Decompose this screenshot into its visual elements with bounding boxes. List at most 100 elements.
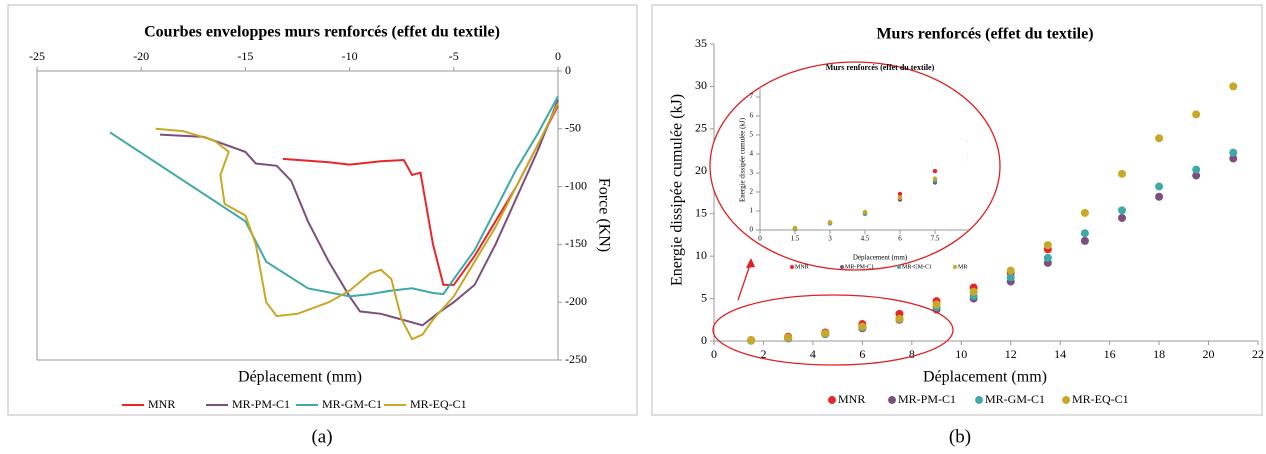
legend-swatch [953, 265, 957, 269]
x-tick-label: 18 [1153, 347, 1165, 361]
y-tick-label: 20 [695, 163, 707, 177]
series-line [109, 95, 559, 298]
y-tick-label: 0 [750, 226, 754, 234]
highlight-ellipse [712, 294, 954, 366]
series-line [155, 102, 559, 341]
x-tick-label: 14 [1054, 347, 1066, 361]
legend-label: MR-EQ-C1 [410, 397, 467, 411]
data-point [932, 168, 938, 174]
x-tick-label: -5 [449, 49, 459, 63]
x-tick-label: 6 [898, 235, 902, 243]
legend-label: MR-EQ-C1 [958, 264, 986, 270]
x-axis-label: Déplacement (mm) [853, 254, 908, 262]
x-tick-label: 2 [760, 347, 766, 361]
data-point [1155, 134, 1164, 143]
legend-label: MR-GM-C1 [322, 397, 382, 411]
legend-label: MR-PM-C1 [232, 397, 290, 411]
legend-swatch [897, 265, 901, 269]
data-point [895, 314, 904, 323]
data-point [932, 300, 941, 309]
x-tick-label: 8 [909, 347, 915, 361]
legend-label: MNR [148, 397, 175, 411]
y-tick-label: 5 [750, 131, 754, 139]
x-tick-label: 20 [1203, 347, 1215, 361]
y-tick-label: 3 [750, 169, 754, 177]
arrow [737, 261, 752, 301]
chart-a: -25 -20 -15 -10 -5 00-50-100-150-200-250Courb… [29, 24, 612, 411]
data-point [1080, 208, 1089, 217]
x-tick-label: 12 [1005, 347, 1017, 361]
data-point [1118, 213, 1126, 222]
y-tick-label: 35 [695, 36, 707, 50]
y-tick-label: 6 [750, 112, 754, 120]
y-tick-label: 25 [695, 121, 707, 135]
legend-label: MNR [838, 392, 865, 406]
data-point [967, 158, 968, 161]
caption: (a) [311, 426, 332, 447]
y-tick-label: 15 [695, 205, 707, 219]
data-point [932, 176, 938, 181]
panel-frame [7, 4, 638, 416]
x-tick-label: 7.5 [931, 235, 940, 243]
x-axis-label: Déplacement (mm) [238, 369, 362, 386]
data-point [967, 154, 968, 157]
legend-label: MNR [795, 264, 809, 270]
legend-label: MR-GM-C1 [985, 392, 1045, 406]
data-point [967, 151, 968, 154]
series-line [159, 99, 559, 327]
y-tick-label: -150 [565, 236, 587, 250]
legend-swatch [975, 396, 983, 404]
y-tick-label: 0 [565, 63, 571, 77]
data-point [897, 195, 903, 200]
data-point [1043, 241, 1052, 250]
x-tick-label: -10 [342, 49, 358, 63]
y-tick-label: -100 [565, 178, 587, 192]
y-tick-label: 2 [750, 188, 754, 196]
x-tick-label: -15 [237, 49, 253, 63]
chart-title: Murs renforcés (effet du textile) [826, 63, 935, 72]
data-point [1118, 206, 1126, 215]
data-point [967, 139, 968, 142]
data-point [1006, 266, 1015, 275]
legend-swatch [1062, 396, 1070, 404]
x-tick-label: 10 [955, 347, 967, 361]
legend-swatch [840, 265, 844, 269]
x-tick-label: 0 [711, 347, 717, 361]
y-tick-label: -200 [565, 294, 587, 308]
data-point [1155, 192, 1164, 201]
x-tick-label: -20 [133, 49, 149, 63]
x-axis-label: Déplacement (mm) [923, 369, 1047, 386]
chart-title: Courbes enveloppes murs renforcés (effet… [144, 24, 500, 41]
data-point [1229, 154, 1238, 163]
data-point [897, 191, 903, 197]
legend-label: MR-PM-C1 [845, 264, 874, 270]
y-tick-label: 7 [750, 93, 754, 101]
chart-title: Murs renforcés (effet du textile) [876, 26, 1093, 43]
arrow-head [746, 258, 755, 268]
y-axis-label: Force (KN) [595, 178, 612, 252]
data-point [1006, 273, 1015, 282]
y-tick-label: 1 [750, 207, 754, 215]
data-point [1229, 82, 1238, 91]
x-tick-label: 16 [1104, 347, 1116, 361]
y-tick-label: 10 [695, 248, 707, 262]
data-point [1192, 171, 1201, 180]
data-point [827, 220, 833, 225]
y-axis-label: Energie dissipée cumulée (kJ) [669, 94, 686, 286]
data-point [784, 333, 793, 342]
x-tick-label: 3 [828, 235, 832, 243]
y-tick-label: 0 [701, 333, 707, 347]
data-point [1118, 169, 1126, 178]
x-tick-label: 0 [555, 49, 561, 63]
data-point [747, 336, 756, 345]
legend-label: MR-PM-C1 [898, 392, 956, 406]
data-point [1043, 253, 1052, 262]
legend-label: MR-GM-C1 [902, 264, 932, 270]
legend-swatch [790, 265, 794, 269]
y-tick-label: -50 [565, 121, 581, 135]
data-point [1229, 148, 1238, 157]
